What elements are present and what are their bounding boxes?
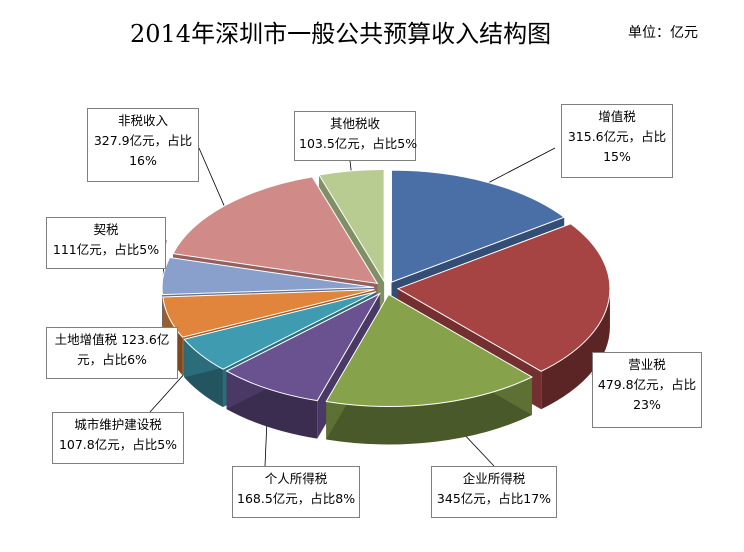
leader-line-0 xyxy=(488,147,556,183)
slice-3 xyxy=(225,292,381,402)
slice-7 xyxy=(172,176,379,285)
slice-label-line: 非税收入 xyxy=(117,113,168,128)
slice-label-line: 327.9亿元，占比 xyxy=(93,133,193,148)
slice-label-line: 城市维护建设税 xyxy=(74,417,162,432)
pie-slices xyxy=(161,168,611,407)
slice-label-7: 非税收入 327.9亿元，占比 16% xyxy=(87,108,199,182)
slice-label-4: 城市维护建设税 107.8亿元，占比5% xyxy=(52,412,184,464)
slice-label-line: 315.6亿元，占比 xyxy=(567,129,667,144)
slice-label-line: 土地增值税 123.6亿 xyxy=(54,332,170,347)
slice-label-line: 营业税 xyxy=(628,357,666,372)
slice-4 xyxy=(183,291,377,370)
slice-label-0: 增值税 315.6亿元，占比 15% xyxy=(561,104,673,178)
slice-label-5: 土地增值税 123.6亿 元，占比6% xyxy=(46,327,178,379)
slice-label-line: 16% xyxy=(129,153,157,168)
slice-label-line: 479.8亿元，占比 xyxy=(597,377,697,392)
slice-label-1: 营业税 479.8亿元，占比 23% xyxy=(592,352,702,428)
slice-label-line: 元，占比6% xyxy=(77,352,147,367)
pie-side-1 xyxy=(541,288,610,410)
slice-label-line: 345亿元，占比17% xyxy=(436,491,552,506)
slice-label-6: 契税 111亿元，占比5% xyxy=(46,217,166,269)
slice-label-line: 个人所得税 xyxy=(264,471,328,486)
slice-label-line: 契税 xyxy=(93,222,119,237)
unit-label: 单位：亿元 xyxy=(628,25,698,41)
slice-0 xyxy=(390,169,566,283)
slice-8 xyxy=(318,168,385,284)
chart-title: 2014年深圳市一般公共预算收入结构图 xyxy=(130,20,552,48)
leader-line-7 xyxy=(198,147,225,207)
slice-label-2: 企业所得税 345亿元，占比17% xyxy=(431,466,557,518)
slice-label-line: 增值税 xyxy=(598,109,636,124)
slice-label-line: 15% xyxy=(603,149,631,164)
pie-side-2 xyxy=(326,376,532,445)
slice-label-line: 103.5亿元，占比5% xyxy=(299,136,418,151)
slice-6 xyxy=(161,256,375,296)
slice-label-line: 其他税收 xyxy=(329,116,380,131)
slice-label-8: 其他税收 103.5亿元，占比5% xyxy=(294,111,418,161)
slice-label-line: 111亿元，占比5% xyxy=(52,242,160,257)
slice-5 xyxy=(162,289,375,338)
slice-1 xyxy=(396,223,611,372)
slice-label-line: 企业所得税 xyxy=(462,471,526,486)
slice-label-line: 168.5亿元，占比8% xyxy=(237,491,356,506)
slice-label-line: 23% xyxy=(633,397,661,412)
slice-2 xyxy=(325,293,533,407)
slice-label-3: 个人所得税 168.5亿元，占比8% xyxy=(232,466,360,518)
leader-line-8 xyxy=(349,160,352,171)
slice-label-line: 107.8亿元，占比5% xyxy=(58,437,178,452)
